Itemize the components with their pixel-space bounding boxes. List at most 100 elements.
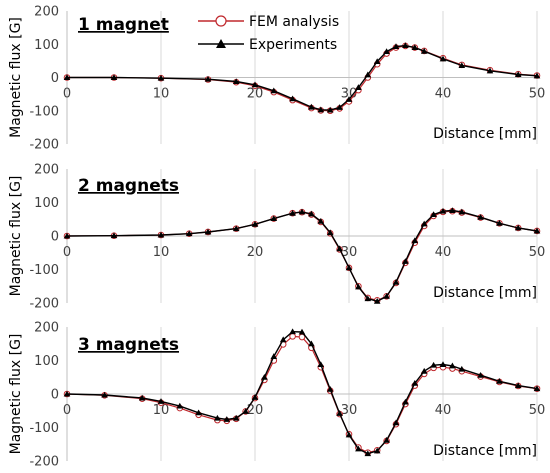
experiment-point	[317, 217, 325, 224]
experiment-point	[449, 207, 456, 214]
chart-panel-3: 200 100 0 -100 -200 0 10 20 30 40 50 Distance [mm] M…	[8, 321, 545, 470]
x-tick-label: 20	[247, 87, 264, 102]
experiment-point	[402, 398, 409, 405]
experiment-point	[383, 436, 390, 443]
x-tick-label: 30	[341, 403, 358, 418]
y-tick-label: 0	[51, 230, 59, 245]
experiment-point	[317, 361, 325, 367]
experiment-point	[420, 367, 428, 374]
experiment-point	[458, 208, 466, 215]
experiment-point	[345, 264, 353, 271]
y-tick-label: 0	[51, 71, 59, 86]
experiment-point	[477, 371, 484, 378]
experiment-point	[496, 377, 503, 384]
experiment-point	[458, 62, 466, 69]
experiment-point	[110, 232, 118, 239]
y-tick-label: 100	[34, 38, 59, 53]
experiment-point	[430, 211, 437, 218]
y-tick-label: -100	[29, 421, 59, 436]
x-tick-label: 40	[435, 87, 452, 102]
y-tick-label: 200	[34, 5, 59, 20]
experiment-point	[345, 96, 353, 102]
experiment-point	[270, 215, 278, 222]
experiment-point	[392, 419, 400, 426]
experiment-point	[326, 229, 334, 236]
chart-panel-1: 200 100 0 -100 -200 0 10 20 30 40 50 Distance [mm] M…	[8, 5, 545, 153]
chart-panel-2: 200 100 0 -100 -200 0 10 20 30 40 50 Distance [mm] M…	[8, 163, 545, 312]
experiment-point	[449, 362, 456, 369]
experiment-point	[514, 382, 522, 389]
x-axis-label: Distance [mm]	[433, 126, 537, 142]
experiment-point	[232, 78, 240, 84]
experiment-point	[289, 328, 296, 335]
y-axis-label: Magnetic flux [G]	[8, 176, 24, 297]
experiment-point	[251, 394, 259, 400]
experiment-point	[392, 278, 400, 285]
experiment-point	[355, 283, 362, 290]
experiment-point	[439, 361, 447, 367]
experiment-point	[533, 227, 541, 234]
y-tick-label: -100	[29, 104, 59, 119]
experiment-point	[232, 225, 240, 232]
fem-point	[289, 333, 296, 340]
x-tick-label: 20	[247, 403, 264, 418]
experiment-point	[336, 410, 343, 416]
experiment-point	[242, 408, 249, 414]
x-tick-label: 40	[435, 245, 452, 260]
x-tick-label: 20	[247, 245, 264, 260]
y-tick-label: 200	[34, 163, 59, 178]
experiment-point	[63, 74, 71, 80]
x-tick-label: 0	[63, 245, 71, 260]
y-tick-label: -200	[29, 455, 59, 470]
y-tick-label: 0	[51, 388, 59, 403]
experiment-point	[289, 209, 296, 216]
x-tick-label: 30	[341, 87, 358, 102]
experiment-point	[439, 207, 447, 214]
experiment-point	[439, 55, 447, 62]
experiment-point	[110, 74, 118, 80]
experiment-point	[214, 414, 221, 421]
experiment-point	[176, 402, 184, 409]
y-axis-label: Magnetic flux [G]	[8, 17, 24, 138]
experiment-point	[496, 219, 503, 226]
experiment-point	[364, 450, 372, 457]
experiment-point	[101, 391, 108, 398]
experiment-point	[308, 210, 315, 217]
experiment-point	[336, 104, 343, 110]
x-axis-label: Distance [mm]	[433, 443, 537, 459]
experiment-point	[195, 409, 202, 416]
experiment-point	[251, 81, 259, 88]
x-tick-label: 0	[63, 87, 71, 102]
experiment-point	[411, 44, 419, 51]
experiment-point	[326, 386, 334, 392]
x-tick-label: 50	[529, 403, 546, 418]
experiment-point	[402, 42, 409, 49]
experiment-point	[458, 365, 466, 372]
experiment-point	[402, 258, 409, 264]
y-axis-label: Magnetic flux [G]	[8, 334, 24, 455]
experiment-point	[420, 220, 428, 227]
series-line	[67, 44, 538, 111]
x-axis-label: Distance [mm]	[433, 285, 537, 301]
experiment-point	[317, 106, 325, 113]
y-tick-label: 200	[34, 321, 59, 336]
experiment-point	[63, 390, 71, 397]
x-tick-label: 50	[529, 245, 546, 260]
chart-title: 3 magnets	[78, 335, 179, 355]
x-tick-label: 40	[435, 403, 452, 418]
legend-label: FEM analysis	[249, 14, 339, 30]
experiment-point	[204, 75, 212, 82]
experiment-point	[279, 336, 287, 343]
experiment-point	[326, 106, 334, 113]
experiment-point	[157, 398, 165, 404]
experiment-point	[270, 87, 278, 94]
x-tick-label: 50	[529, 87, 546, 102]
experiment-point	[308, 340, 315, 347]
experiment-point	[185, 230, 193, 237]
legend: FEM analysis Experiments	[198, 14, 339, 53]
experiment-point	[373, 298, 381, 304]
experiment-point	[411, 379, 419, 386]
experiment-point	[298, 208, 306, 215]
experiment-point	[430, 361, 437, 368]
experiment-point	[514, 71, 522, 77]
